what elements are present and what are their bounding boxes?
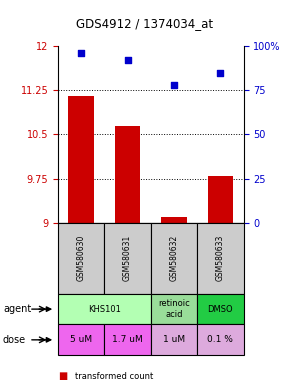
Point [218,70,223,76]
Text: 0.1 %: 0.1 % [207,335,233,344]
Text: retinoic
acid: retinoic acid [158,300,190,319]
Text: GSM580631: GSM580631 [123,235,132,281]
Bar [161,217,187,223]
Text: DMSO: DMSO [208,305,233,314]
Text: agent: agent [3,304,31,314]
Text: GSM580630: GSM580630 [77,235,86,281]
Text: 1.7 uM: 1.7 uM [112,335,143,344]
Point [79,50,84,56]
Point [125,57,130,63]
Text: GSM580633: GSM580633 [216,235,225,281]
Text: ■: ■ [58,371,67,381]
Text: KHS101: KHS101 [88,305,121,314]
Text: 1 uM: 1 uM [163,335,185,344]
Bar [68,96,94,223]
Text: 5 uM: 5 uM [70,335,92,344]
Point [172,82,176,88]
Bar [208,175,233,223]
Text: GDS4912 / 1374034_at: GDS4912 / 1374034_at [77,17,213,30]
Text: transformed count: transformed count [75,372,154,381]
Text: dose: dose [3,335,26,345]
Text: GSM580632: GSM580632 [169,235,179,281]
Bar [115,126,140,223]
